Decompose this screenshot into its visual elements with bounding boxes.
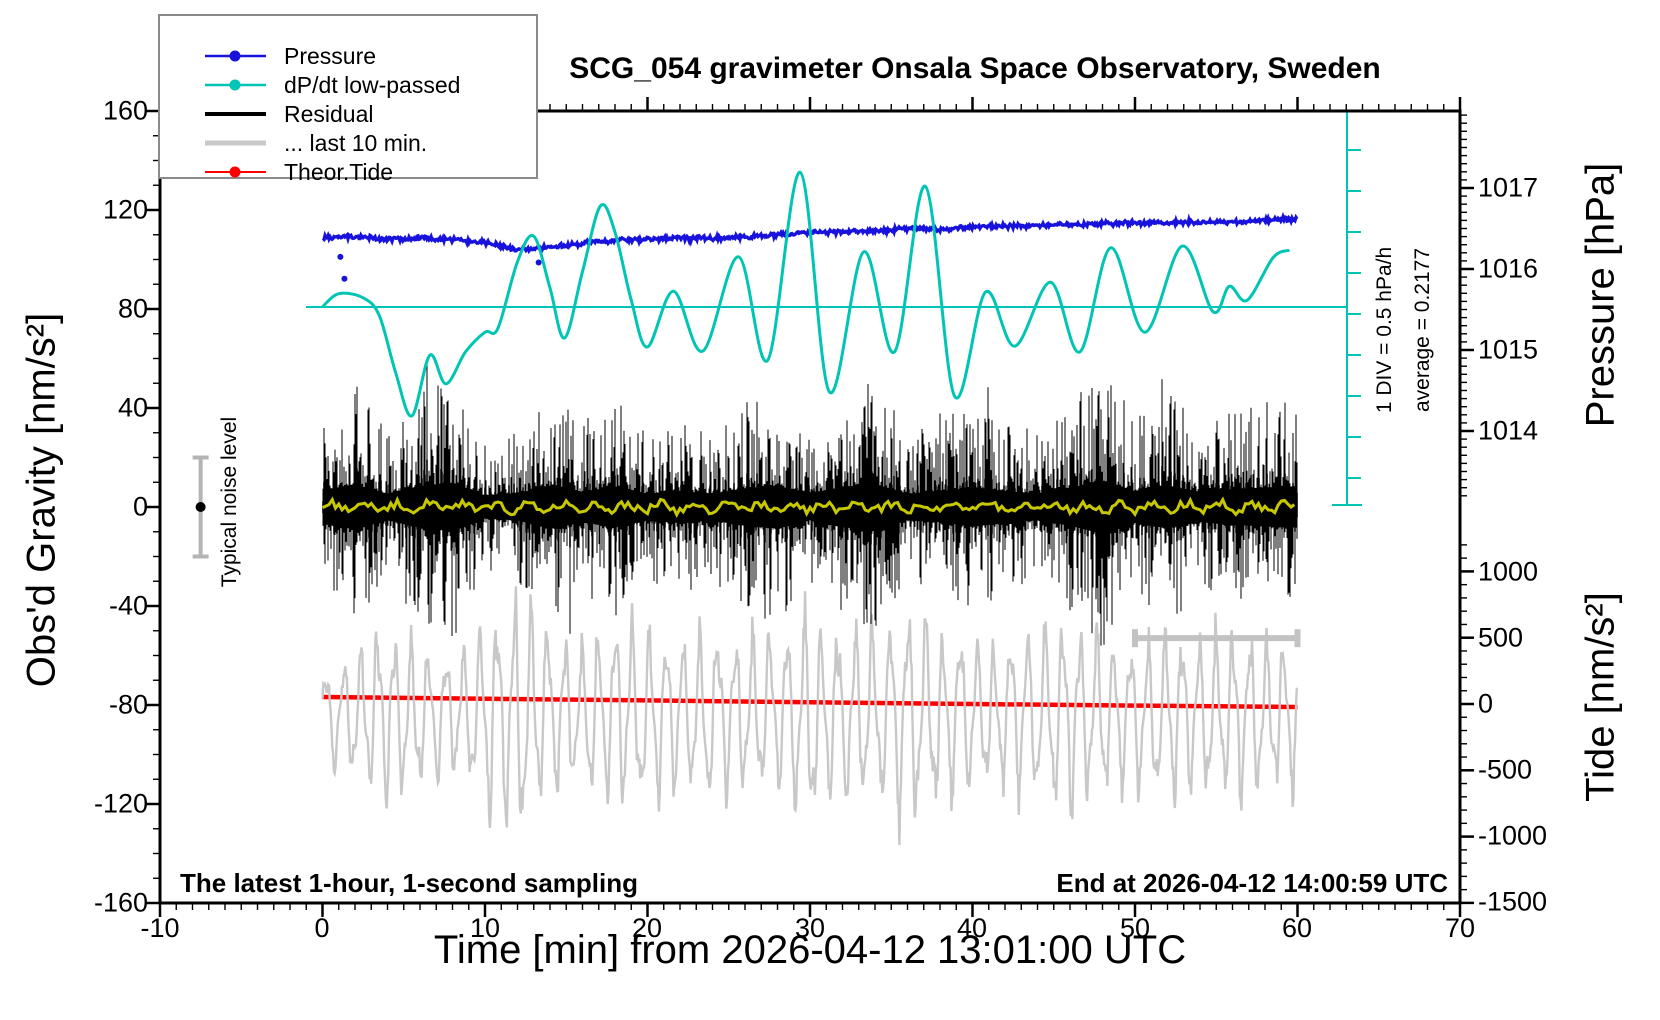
end-note: End at 2026-04-12 14:00:59 UTC — [1056, 868, 1448, 898]
residual-line-icon — [205, 112, 266, 116]
legend-row-residual: Residual — [160, 100, 536, 129]
dpdt-line-dot-icon — [205, 79, 266, 91]
gravity-tick-m40: -40 — [108, 590, 148, 621]
pressure-tick-1015: 1015 — [1478, 334, 1539, 365]
pressure-tick-1017: 1017 — [1478, 172, 1539, 203]
legend-row-theortide: Theor.Tide — [160, 158, 536, 187]
tide-tick-0: 0 — [1478, 688, 1494, 719]
legend-box: Pressure dP/dt low-passed Residual ... l… — [158, 14, 538, 185]
x-tick-m10: -10 — [140, 913, 180, 943]
y-axis-title-gravity: Obs'd Gravity [nm/s²] — [19, 312, 64, 688]
pressure-line-dot-icon — [205, 50, 266, 62]
chart-title: SCG_054 gravimeter Onsala Space Observat… — [569, 52, 1381, 85]
gravity-tick-m80: -80 — [108, 689, 148, 720]
legend-label: Residual — [284, 101, 374, 127]
legend-row-dpdt: dP/dt low-passed — [160, 71, 536, 100]
tide-tick-m1000: -1000 — [1478, 820, 1548, 851]
legend-label: Theor.Tide — [284, 159, 394, 185]
gravity-tick-160: 160 — [102, 95, 148, 126]
typical-noise-label: Typical noise level — [218, 416, 241, 588]
x-tick-30: 30 — [794, 913, 826, 943]
gravity-tick-0: 0 — [132, 491, 148, 522]
pressure-tick-1014: 1014 — [1478, 415, 1539, 446]
tide-tick-m1500: -1500 — [1478, 886, 1548, 917]
y-axis-title-pressure: Pressure [hPa] — [1578, 162, 1623, 428]
y-axis-title-tide: Tide [nm/s²] — [1578, 592, 1623, 802]
pressure-tick-1016: 1016 — [1478, 253, 1539, 284]
theortide-line-dot-icon — [205, 166, 266, 178]
average-note: average = 0.2177 — [1411, 247, 1434, 413]
gravity-tick-40: 40 — [117, 392, 148, 423]
x-tick-40: 40 — [956, 913, 988, 943]
tide-tick-m500: -500 — [1478, 754, 1533, 785]
gravity-tick-m120: -120 — [93, 788, 148, 819]
x-axis-title-time: Time [min] from 2026-04-12 13:01:00 UTC — [433, 928, 1187, 972]
gravity-tick-120: 120 — [102, 194, 148, 225]
gravity-tick-80: 80 — [117, 293, 148, 324]
x-tick-70: 70 — [1444, 913, 1476, 943]
legend-label: dP/dt low-passed — [284, 72, 461, 98]
legend-label: ... last 10 min. — [284, 130, 428, 156]
last10-line-icon — [205, 140, 266, 146]
sampling-note: The latest 1-hour, 1-second sampling — [180, 868, 638, 898]
legend-row-pressure: Pressure — [160, 42, 536, 71]
legend-row-last10: ... last 10 min. — [160, 129, 536, 158]
tide-tick-1000: 1000 — [1478, 556, 1539, 587]
gravity-tick-m160: -160 — [93, 887, 148, 918]
x-tick-20: 20 — [631, 913, 663, 943]
x-tick-60: 60 — [1281, 913, 1313, 943]
x-tick-0: 0 — [314, 913, 330, 943]
x-tick-50: 50 — [1119, 913, 1151, 943]
legend-label: Pressure — [284, 43, 377, 69]
div-note: 1 DIV = 0.5 hPa/h — [1373, 246, 1396, 414]
x-tick-10: 10 — [469, 913, 501, 943]
tide-tick-500: 500 — [1478, 622, 1524, 653]
